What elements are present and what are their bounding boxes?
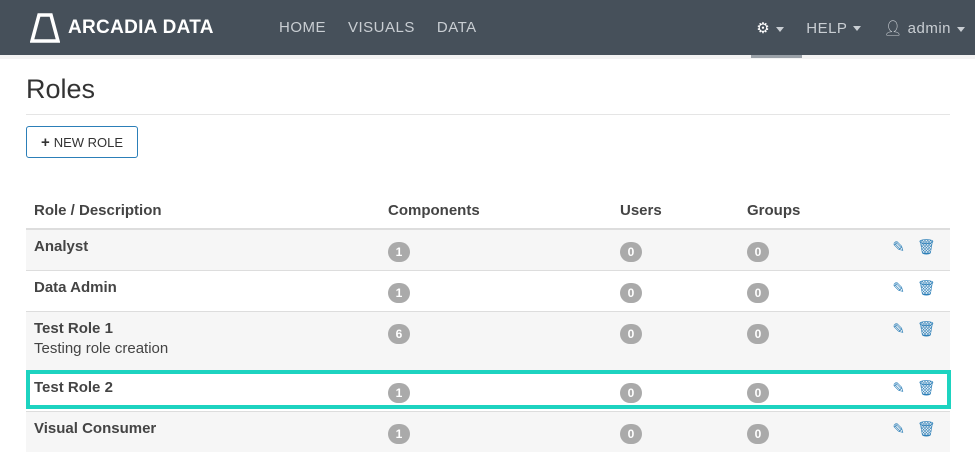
col-actions [838,192,950,230]
roles-table: Role / Description Components Users Grou… [26,192,950,452]
role-name[interactable]: Visual Consumer [34,420,157,437]
table-row: Visual Consumer 1 0 0 ✎ 🗑︎ [26,411,950,452]
brand-logo[interactable]: ARCADIA DATA [30,13,214,43]
caret-down-icon [776,26,785,32]
caret-down-icon [853,26,862,32]
divider [26,114,950,115]
trash-icon[interactable]: 🗑︎ [916,280,936,297]
settings-menu[interactable]: ⚙ [756,19,785,37]
table-row: Test Role 2 1 0 0 ✎ 🗑︎ [26,370,950,412]
table-row: Analyst 1 0 0 ✎ 🗑︎ [26,228,950,271]
pencil-icon[interactable]: ✎ [892,321,905,338]
logo-triangle-icon [30,13,60,43]
brand-name: ARCADIA DATA [68,17,214,38]
user-menu[interactable]: 👤︎ admin [883,19,965,37]
role-description: Testing role creation [34,340,169,357]
groups-badge: 0 [747,242,769,262]
caret-down-icon [957,26,965,32]
col-role: Role / Description [26,192,380,230]
col-users: Users [612,192,739,230]
user-icon: 👤︎ [883,20,903,37]
table-row: Test Role 1 Testing role creation 6 0 0 ✎… [26,311,950,371]
role-name[interactable]: Data Admin [34,279,117,296]
pencil-icon[interactable]: ✎ [892,280,905,297]
col-components: Components [380,192,612,230]
users-badge: 0 [620,324,642,344]
groups-badge: 0 [747,383,769,403]
trash-icon[interactable]: 🗑︎ [916,421,936,438]
nav-shadow [0,55,975,59]
pencil-icon[interactable]: ✎ [892,239,905,256]
users-badge: 0 [620,383,642,403]
gear-icon: ⚙ [756,20,771,37]
page-title: Roles [26,74,96,104]
trash-icon[interactable]: 🗑︎ [916,380,936,397]
user-name: admin [907,20,951,37]
col-groups: Groups [739,192,839,230]
components-badge: 1 [388,242,410,262]
active-indicator [751,55,802,58]
trash-icon[interactable]: 🗑︎ [916,239,936,256]
components-badge: 1 [388,383,410,403]
groups-badge: 0 [747,283,769,303]
users-badge: 0 [620,283,642,303]
pencil-icon[interactable]: ✎ [892,380,905,397]
help-label: HELP [806,19,848,37]
trash-icon[interactable]: 🗑︎ [916,321,936,338]
nav-visuals[interactable]: VISUALS [348,19,415,36]
top-navbar: ARCADIA DATA HOME VISUALS DATA ⚙ HELP 👤︎… [0,0,975,55]
components-badge: 1 [388,283,410,303]
users-badge: 0 [620,424,642,444]
plus-icon: + [40,133,50,151]
groups-badge: 0 [747,424,769,444]
nav-home[interactable]: HOME [279,19,326,36]
help-menu[interactable]: HELP [806,19,862,37]
components-badge: 1 [388,424,410,444]
role-name[interactable]: Test Role 2 [34,379,113,396]
components-badge: 6 [388,324,410,344]
role-name[interactable]: Analyst [34,238,89,255]
new-role-label: NEW ROLE [53,134,124,150]
groups-badge: 0 [747,324,769,344]
users-badge: 0 [620,242,642,262]
new-role-button[interactable]: + NEW ROLE [26,126,138,158]
pencil-icon[interactable]: ✎ [892,421,905,438]
role-name[interactable]: Test Role 1 [34,320,113,337]
nav-data[interactable]: DATA [436,19,477,36]
table-row: Data Admin 1 0 0 ✎ 🗑︎ [26,270,950,312]
